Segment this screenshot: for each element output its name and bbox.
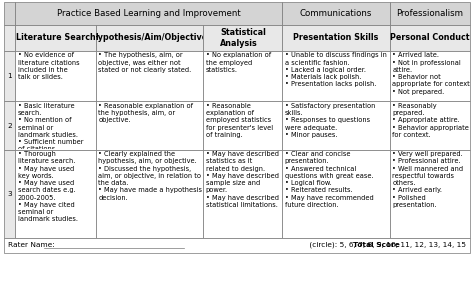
Bar <box>16 51 96 101</box>
Text: • Unable to discuss findings in
a scientific fashion.
• Lacked a logical order.
: • Unable to discuss findings in a scient… <box>284 52 386 87</box>
Bar <box>96 51 203 101</box>
Bar <box>4 2 16 25</box>
Text: • Reasonable explanation of
the hypothesis, aim, or
objective.: • Reasonable explanation of the hypothes… <box>98 103 193 123</box>
Text: Professionalism: Professionalism <box>397 9 464 18</box>
Text: • No explanation of
the employed
statistics.: • No explanation of the employed statist… <box>206 52 271 73</box>
Bar <box>16 101 96 150</box>
Bar <box>4 101 16 150</box>
Bar <box>390 51 470 101</box>
Bar <box>390 25 470 51</box>
Text: Practice Based Learning and Improvement: Practice Based Learning and Improvement <box>57 9 241 18</box>
Text: • Reasonably
prepared.
• Appropriate attire.
• Behavior appropriate
for context.: • Reasonably prepared. • Appropriate att… <box>392 103 469 138</box>
Bar <box>282 51 390 101</box>
Text: Statistical
Analysis: Statistical Analysis <box>220 28 266 48</box>
Text: • The hypothesis, aim, or
objective, was either not
stated or not clearly stated: • The hypothesis, aim, or objective, was… <box>98 52 191 73</box>
Text: • No evidence of
literature citations
included in the
talk or slides.: • No evidence of literature citations in… <box>18 52 80 80</box>
Text: Total Score: Total Score <box>0 282 1 283</box>
Text: • Very well prepared.
• Professional attire.
• Well mannered and
respectful towa: • Very well prepared. • Professional att… <box>392 151 463 208</box>
Text: Presentation Skills: Presentation Skills <box>293 33 379 42</box>
Text: Hypothesis/Aim/Objective: Hypothesis/Aim/Objective <box>91 33 208 42</box>
Bar <box>96 101 203 150</box>
Bar <box>203 150 282 237</box>
Bar <box>282 150 390 237</box>
Text: (circle): 5, 6, 7, 8, 9, 10, 11, 12, 13, 14, 15: (circle): 5, 6, 7, 8, 9, 10, 11, 12, 13,… <box>308 242 466 248</box>
Text: • Thorough
literature search.
• May have used
key words.
• May have used
search : • Thorough literature search. • May have… <box>18 151 78 222</box>
Bar <box>203 25 282 51</box>
Text: • Clearly explained the
hypothesis, aim, or objective.
• Discussed the hypothesi: • Clearly explained the hypothesis, aim,… <box>98 151 202 201</box>
Bar <box>4 150 16 237</box>
Bar <box>203 101 282 150</box>
Text: • Clear and concise
presentation.
• Answered technical
questions with great ease: • Clear and concise presentation. • Answ… <box>284 151 374 208</box>
Bar <box>282 25 390 51</box>
Text: Total Score (circle): 5, 6, 7, 8, 9, 10, 11, 12, 13, 14, 15: Total Score (circle): 5, 6, 7, 8, 9, 10,… <box>0 282 1 283</box>
Bar <box>96 25 203 51</box>
Text: • Satisfactory presentation
skills.
• Responses to questions
were adequate.
• Mi: • Satisfactory presentation skills. • Re… <box>284 103 375 138</box>
Text: 2: 2 <box>7 123 12 128</box>
Text: • May have described
statistics as it
related to design.
• May have described
sa: • May have described statistics as it re… <box>206 151 279 208</box>
Text: • Reasonable
explanation of
employed statistics
for presenter's level
of trainin: • Reasonable explanation of employed sta… <box>206 103 273 138</box>
Text: 3: 3 <box>7 190 12 197</box>
Text: Rater Name:: Rater Name: <box>8 242 55 248</box>
Bar <box>96 150 203 237</box>
Text: 1: 1 <box>7 73 12 79</box>
Bar <box>16 2 282 25</box>
Text: Communications: Communications <box>300 9 372 18</box>
Text: Literature Search: Literature Search <box>16 33 96 42</box>
Text: • Basic literature
search.
• No mention of
seminal or
landmark studies.
• Suffic: • Basic literature search. • No mention … <box>18 103 83 152</box>
Text: Total Score: Total Score <box>353 242 400 248</box>
Bar <box>203 51 282 101</box>
Bar <box>282 2 390 25</box>
Text: Personal Conduct: Personal Conduct <box>390 33 470 42</box>
Bar <box>4 25 16 51</box>
Text: • Arrived late.
• Not in professional
attire.
• Behavior not
appropriate for con: • Arrived late. • Not in professional at… <box>392 52 472 95</box>
Bar <box>390 150 470 237</box>
Bar <box>4 237 470 253</box>
Bar <box>390 101 470 150</box>
Bar <box>16 25 96 51</box>
Bar <box>390 2 470 25</box>
Bar <box>4 51 16 101</box>
Bar <box>282 101 390 150</box>
Bar <box>16 150 96 237</box>
Text: (circle): 5, 6, 7, 8, 9, 10, 11, 12, 13, 14, 15: (circle): 5, 6, 7, 8, 9, 10, 11, 12, 13,… <box>0 282 1 283</box>
